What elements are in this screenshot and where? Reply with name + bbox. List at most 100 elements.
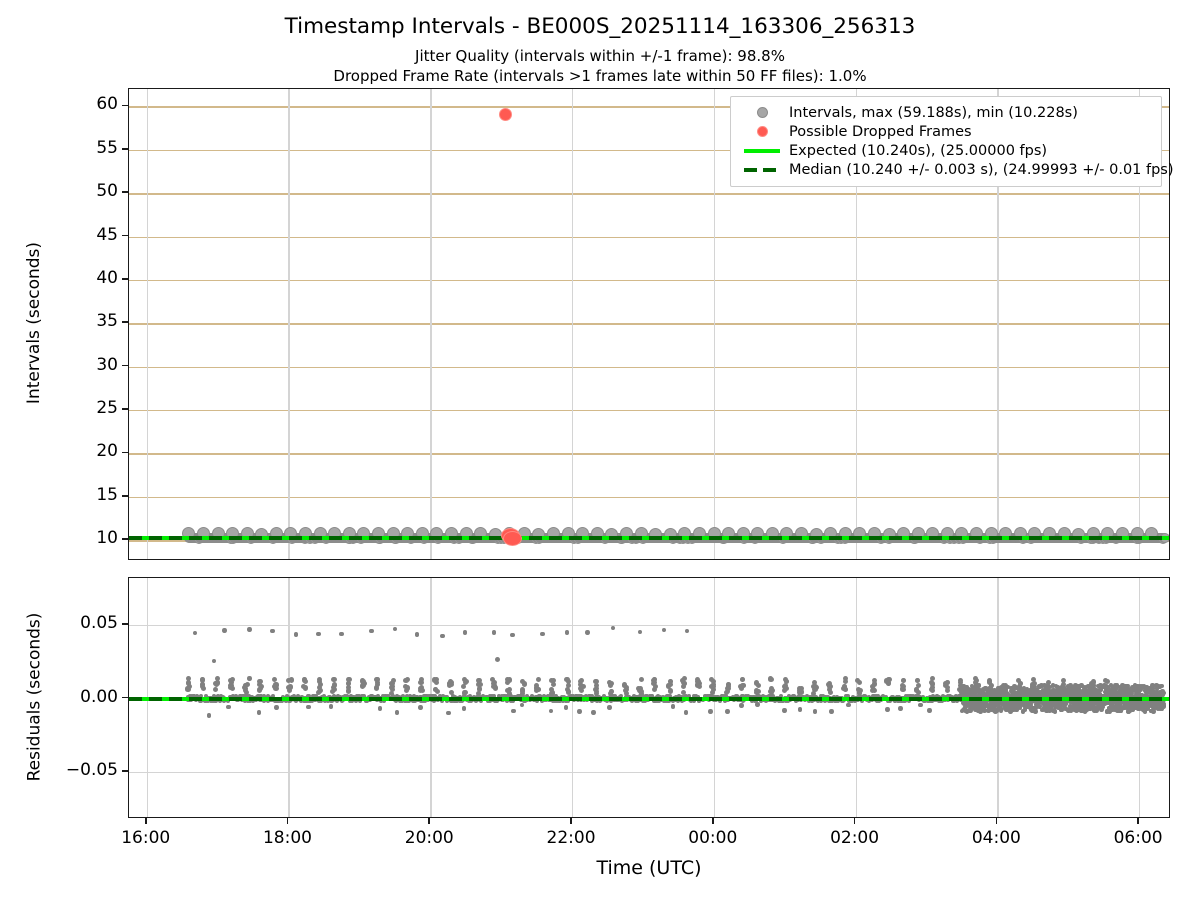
residual-point — [370, 693, 375, 698]
residual-point — [199, 682, 205, 688]
interval-point — [712, 532, 723, 543]
interval-point — [602, 532, 613, 543]
residual-point — [1069, 691, 1074, 697]
interval-point — [851, 533, 862, 544]
residual-point — [993, 701, 998, 707]
residual-point — [273, 683, 279, 689]
residual-point — [1122, 699, 1127, 705]
interval-point — [684, 533, 695, 543]
residual-point — [1025, 701, 1030, 706]
interval-point — [915, 532, 926, 543]
residual-point — [210, 697, 215, 702]
residual-point — [908, 694, 913, 699]
residual-point — [978, 696, 983, 701]
interval-point — [632, 532, 643, 543]
residual-point — [213, 696, 218, 701]
residual-point — [1105, 685, 1111, 690]
residual-point — [1133, 698, 1139, 704]
residual-point — [481, 696, 486, 701]
residual-point — [534, 686, 540, 692]
interval-point — [663, 527, 677, 541]
interval-point — [994, 533, 1005, 543]
residual-point — [437, 693, 442, 698]
residual-point — [1159, 695, 1164, 700]
residual-point — [1061, 694, 1066, 699]
residual-point — [1047, 708, 1052, 713]
interval-point — [646, 532, 657, 543]
interval-point — [970, 527, 984, 541]
residual-point — [1144, 692, 1149, 697]
residual-point — [969, 698, 974, 703]
residual-point — [655, 694, 660, 699]
interval-point — [1119, 533, 1130, 544]
residual-point — [633, 694, 638, 699]
interval-point — [383, 532, 394, 543]
interval-point — [842, 532, 853, 543]
residual-point — [1113, 700, 1118, 705]
residual-point — [491, 630, 497, 635]
interval-point — [887, 532, 898, 543]
interval-point — [693, 533, 704, 544]
residual-point — [1085, 695, 1091, 700]
residual-point — [823, 695, 828, 700]
residual-point — [1056, 697, 1061, 702]
residual-point — [837, 696, 842, 701]
residual-point — [418, 679, 424, 685]
residual-point — [754, 679, 760, 685]
gridline-vertical — [713, 578, 716, 817]
residual-point — [1123, 690, 1128, 695]
interval-point — [1026, 533, 1037, 544]
interval-point — [965, 532, 976, 543]
residual-point — [1075, 703, 1081, 709]
interval-point — [1087, 533, 1098, 544]
interval-point — [1081, 533, 1092, 544]
residual-point — [518, 694, 523, 699]
interval-point — [742, 533, 753, 544]
residual-point — [390, 697, 395, 702]
residual-point — [337, 695, 342, 700]
residual-point — [186, 687, 192, 693]
residual-point — [440, 633, 445, 639]
residual-point — [682, 676, 688, 682]
residual-point — [230, 676, 236, 682]
interval-point — [824, 527, 838, 541]
residual-point — [980, 693, 985, 698]
residual-point — [1101, 694, 1106, 700]
residual-point — [483, 694, 488, 699]
interval-point — [759, 533, 770, 544]
interval-point — [621, 532, 632, 543]
residual-point — [1087, 696, 1092, 701]
residual-point — [1021, 689, 1026, 694]
residual-point — [971, 696, 976, 702]
interval-point — [303, 533, 314, 544]
interval-point — [799, 532, 810, 543]
residual-point — [650, 695, 655, 700]
residual-point — [1104, 678, 1110, 684]
residual-point — [418, 694, 423, 699]
interval-point — [984, 532, 995, 543]
residual-point — [651, 676, 657, 682]
interval-point — [244, 533, 255, 544]
residual-point — [977, 692, 983, 698]
residual-point — [506, 690, 512, 696]
residual-point — [736, 698, 741, 703]
residual-point — [1117, 697, 1122, 702]
residual-point — [971, 697, 976, 702]
interval-point — [262, 533, 273, 544]
interval-point — [896, 533, 907, 544]
residual-point — [1010, 698, 1015, 703]
interval-point — [276, 533, 287, 544]
residual-point — [338, 697, 343, 702]
residual-point — [747, 694, 752, 699]
interval-point — [800, 533, 811, 544]
residual-point — [247, 698, 252, 703]
residual-point — [205, 696, 210, 701]
interval-point — [1078, 533, 1089, 544]
residuals-data-points — [129, 578, 1169, 817]
interval-point — [274, 532, 285, 543]
residual-point — [715, 694, 720, 699]
interval-point — [267, 533, 278, 544]
residual-point — [1023, 694, 1028, 699]
residual-point — [984, 697, 989, 703]
residual-point — [207, 697, 212, 702]
